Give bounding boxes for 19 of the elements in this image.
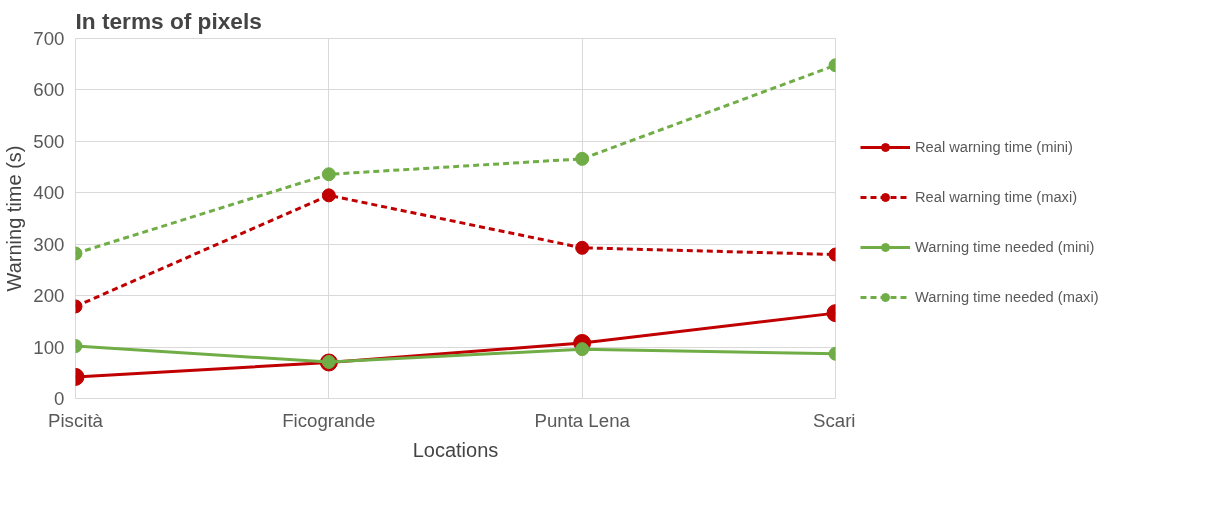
y-tick-label: 100: [33, 336, 65, 358]
legend-label: Real warning time (mini): [915, 138, 1074, 155]
chart-title: In terms of pixels: [75, 7, 262, 34]
x-tick-label: Scari: [813, 409, 856, 431]
y-axis-title: Warning time (s): [3, 145, 26, 292]
y-tick-label: 400: [33, 182, 65, 204]
y-tick-label: 500: [33, 130, 65, 152]
x-tick-label: Ficogrande: [282, 409, 376, 431]
x-tick-label: Punta Lena: [534, 409, 631, 431]
y-tick-label: 700: [33, 28, 65, 49]
legend-label: Warning time needed (mini): [915, 238, 1095, 255]
legend-label: Warning time needed (maxi): [915, 288, 1099, 305]
y-tick-label: 200: [33, 285, 65, 307]
y-tick-label: 600: [33, 79, 65, 101]
y-tick-label: 0: [54, 388, 65, 409]
y-tick-label: 300: [33, 233, 65, 255]
legend-label: Real warning time (maxi): [915, 188, 1078, 205]
x-tick-label: Piscità: [48, 409, 104, 431]
x-axis-title: Locations: [412, 438, 499, 461]
